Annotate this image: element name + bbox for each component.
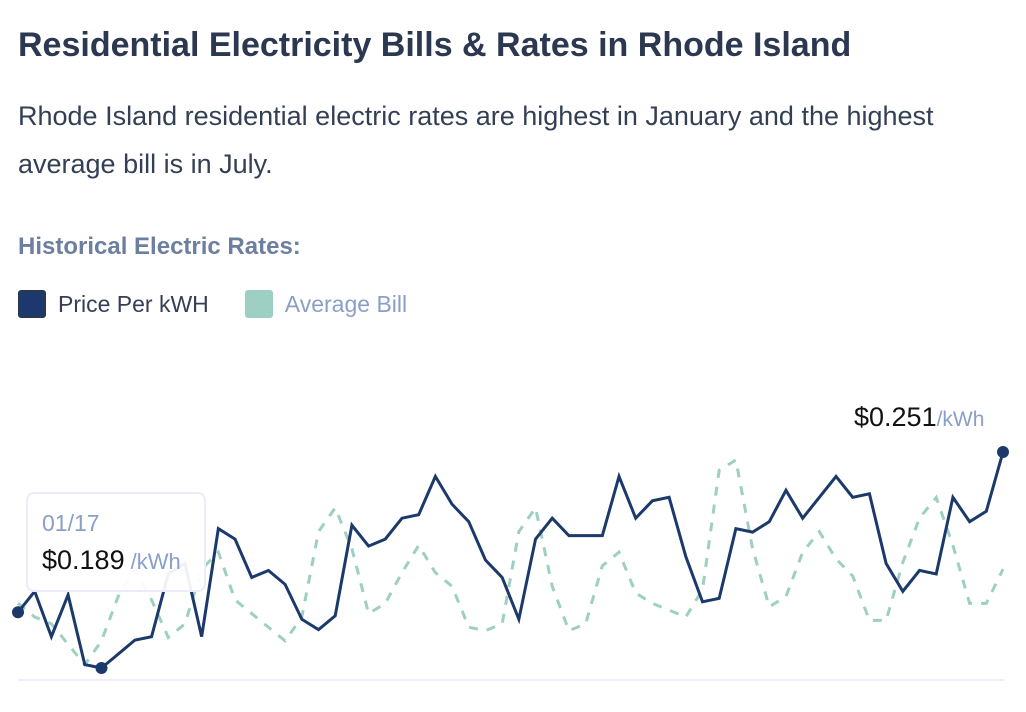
section-title: Historical Electric Rates: bbox=[18, 233, 301, 260]
legend-swatch-price bbox=[18, 290, 46, 318]
last-value-label: $0.251/kWh bbox=[854, 402, 1004, 433]
chart-tooltip: 01/17 $0.189/kWh bbox=[26, 492, 206, 592]
last-value: $0.251 bbox=[854, 402, 937, 432]
legend-label-price: Price Per kWH bbox=[58, 290, 209, 317]
page-subtitle: Rhode Island residential electric rates … bbox=[18, 101, 934, 179]
tooltip-unit: /kWh bbox=[130, 549, 181, 574]
tooltip-value: $0.189 bbox=[42, 545, 125, 575]
price-data-point[interactable] bbox=[997, 446, 1009, 458]
legend-swatch-bill bbox=[244, 290, 273, 318]
chart-legend: Price Per kWH Average Bill bbox=[18, 290, 443, 318]
price-data-point[interactable] bbox=[95, 662, 108, 675]
legend-label-bill: Average Bill bbox=[284, 290, 408, 317]
page-title: Residential Electricity Bills & Rates in… bbox=[18, 26, 852, 64]
last-value-unit: /kWh bbox=[936, 408, 985, 431]
tooltip-date: 01/17 bbox=[42, 510, 100, 536]
tooltip-value-row: $0.189/kWh bbox=[42, 545, 204, 576]
series-line-average-bill bbox=[17, 457, 1005, 668]
legend-item-bill[interactable]: Average Bill bbox=[244, 290, 408, 318]
legend-item-price[interactable]: Price Per kWH bbox=[18, 290, 209, 318]
price-data-point[interactable] bbox=[12, 606, 24, 619]
